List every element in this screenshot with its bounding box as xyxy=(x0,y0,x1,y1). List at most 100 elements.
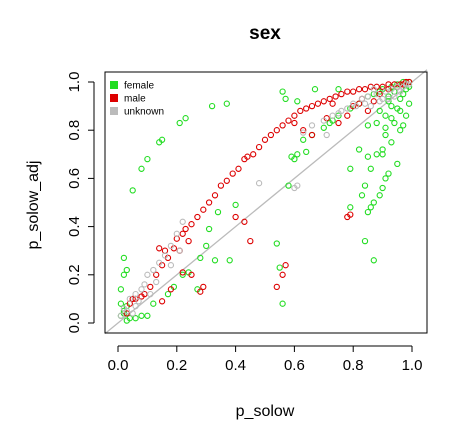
data-point xyxy=(197,254,204,262)
legend-swatch-unknown xyxy=(110,107,118,115)
data-point xyxy=(276,264,283,271)
data-point xyxy=(338,90,345,98)
data-point xyxy=(167,262,175,269)
data-point xyxy=(282,95,289,103)
data-point xyxy=(297,107,304,115)
data-point xyxy=(138,286,145,293)
data-point xyxy=(241,218,248,225)
data-point xyxy=(217,182,225,189)
series-unknown xyxy=(117,81,413,319)
y-tick-label: 0.2 xyxy=(66,264,83,285)
data-point xyxy=(135,298,142,305)
data-point xyxy=(279,122,286,129)
data-point xyxy=(211,192,219,199)
points-layer xyxy=(117,78,413,324)
data-point xyxy=(300,129,307,136)
data-point xyxy=(402,81,410,88)
data-point xyxy=(294,98,301,105)
data-point xyxy=(329,100,336,107)
data-point xyxy=(261,136,269,143)
data-point xyxy=(117,312,125,319)
data-point xyxy=(179,269,186,276)
data-point xyxy=(338,107,345,115)
data-point xyxy=(382,112,389,119)
data-point xyxy=(229,170,236,177)
data-point xyxy=(282,262,289,269)
data-point xyxy=(123,266,130,274)
data-point xyxy=(132,315,139,322)
data-point xyxy=(397,95,404,103)
data-point xyxy=(211,257,219,264)
data-point xyxy=(303,148,310,156)
data-point xyxy=(200,283,207,291)
data-point xyxy=(373,90,380,98)
data-point xyxy=(350,102,357,110)
x-tick-label: 0.2 xyxy=(166,357,187,374)
data-point xyxy=(158,298,166,305)
data-point xyxy=(320,98,327,105)
legend: female male unknown xyxy=(110,81,164,118)
data-point xyxy=(285,182,292,189)
chart-title: sex xyxy=(249,23,281,44)
data-point xyxy=(235,165,242,172)
data-point xyxy=(156,245,163,252)
data-point xyxy=(141,281,148,288)
data-point xyxy=(120,271,128,278)
data-point xyxy=(179,230,186,237)
data-point xyxy=(223,177,230,184)
plot-frame xyxy=(104,71,428,334)
data-point xyxy=(388,102,395,110)
data-point xyxy=(167,286,175,293)
data-point xyxy=(364,93,372,100)
data-point xyxy=(158,136,166,143)
data-point xyxy=(150,266,157,274)
data-point xyxy=(376,98,383,105)
data-point xyxy=(364,153,372,160)
data-point xyxy=(291,119,298,127)
y-tick-label: 1.0 xyxy=(66,72,83,93)
data-point xyxy=(385,95,392,103)
series-male xyxy=(123,78,413,317)
data-point xyxy=(273,283,280,291)
data-point xyxy=(126,295,133,303)
data-point xyxy=(188,221,195,228)
y-tick-label: 0.6 xyxy=(66,168,83,189)
data-point xyxy=(138,312,145,319)
data-point xyxy=(123,310,130,317)
x-tick-label: 1.0 xyxy=(402,357,423,374)
data-point xyxy=(147,290,154,298)
data-point xyxy=(347,211,354,218)
x-tick-label: 0.6 xyxy=(284,357,305,374)
data-point xyxy=(205,225,213,233)
data-point xyxy=(303,105,310,112)
data-point xyxy=(335,112,342,119)
data-point xyxy=(361,182,369,189)
data-point xyxy=(405,100,413,107)
reference-line-layer xyxy=(104,69,428,335)
data-point xyxy=(132,290,139,298)
data-point xyxy=(138,165,145,172)
data-point xyxy=(141,290,148,298)
data-point xyxy=(373,151,380,158)
data-point xyxy=(385,93,392,100)
data-point xyxy=(232,201,239,209)
data-point xyxy=(120,254,128,262)
data-point xyxy=(117,286,125,293)
data-point xyxy=(370,98,377,105)
data-point xyxy=(364,107,372,115)
data-point xyxy=(203,242,210,250)
data-point xyxy=(405,81,413,88)
data-point xyxy=(285,117,292,124)
data-point xyxy=(188,271,195,278)
data-point xyxy=(388,139,395,146)
data-point xyxy=(344,105,351,112)
legend-label-female: female xyxy=(124,81,154,92)
data-point xyxy=(267,131,275,139)
data-point xyxy=(144,155,151,163)
data-point xyxy=(370,86,377,93)
data-point xyxy=(323,131,330,139)
data-point xyxy=(388,115,395,122)
data-point xyxy=(344,112,351,119)
data-point xyxy=(400,122,407,129)
data-point xyxy=(397,88,404,95)
